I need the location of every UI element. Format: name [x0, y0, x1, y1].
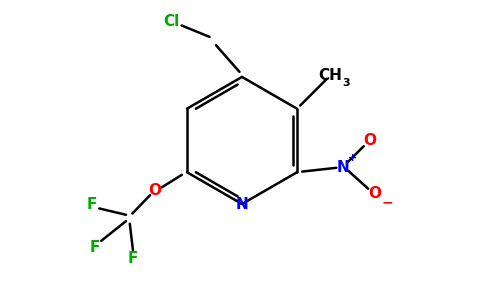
Text: Cl: Cl: [164, 14, 180, 28]
Text: F: F: [90, 240, 100, 255]
Text: O: O: [149, 182, 162, 197]
Text: +: +: [348, 153, 358, 163]
Text: CH: CH: [318, 68, 342, 83]
Text: 3: 3: [343, 78, 350, 88]
Text: N: N: [336, 160, 349, 175]
Text: N: N: [236, 196, 248, 211]
Text: F: F: [87, 197, 97, 212]
Text: O: O: [363, 133, 376, 148]
Text: F: F: [128, 250, 138, 266]
Text: O: O: [368, 186, 381, 201]
Text: −: −: [381, 196, 393, 210]
